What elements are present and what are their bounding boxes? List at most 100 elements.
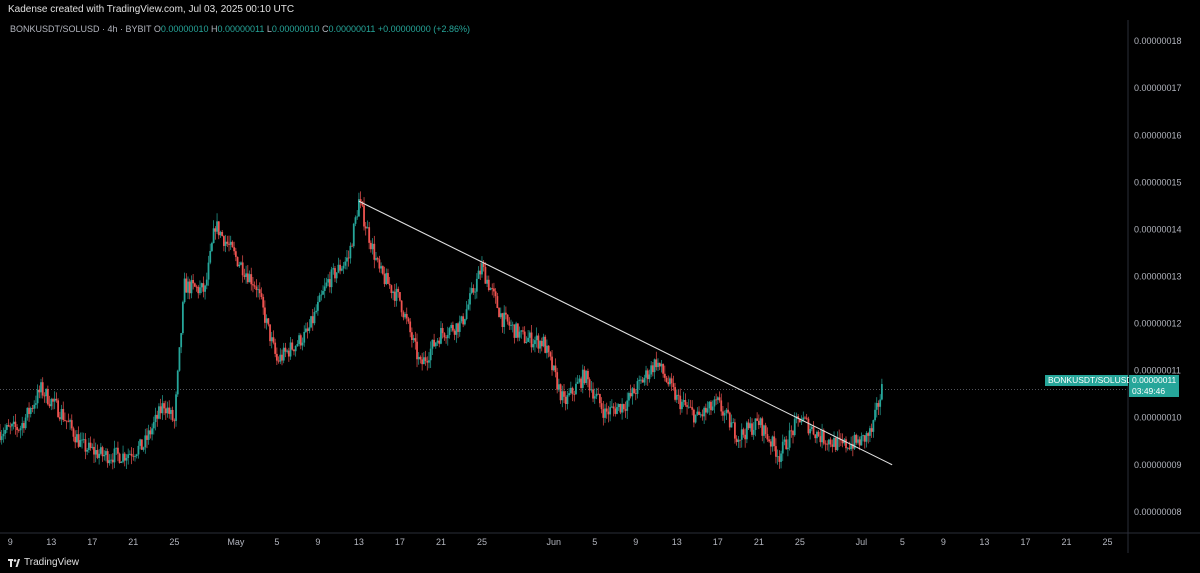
candle-body xyxy=(633,388,635,394)
candle-body xyxy=(202,283,205,292)
candle-body xyxy=(877,403,880,407)
chart-area[interactable]: 0.00000018 0.00000017 0.00000016 0.00000015… xyxy=(0,20,1200,553)
price-axis-tick-label: 0.00000008 xyxy=(1134,507,1182,517)
candle-body xyxy=(98,453,101,458)
candle-body xyxy=(822,430,825,444)
candle-body xyxy=(617,404,620,408)
time-axis-tick-label: 9 xyxy=(315,537,320,547)
candle-body xyxy=(404,313,406,318)
candle-body xyxy=(706,408,709,413)
candle-body xyxy=(484,266,487,284)
candle-body xyxy=(624,409,627,411)
candle-body xyxy=(270,337,273,342)
candle-body xyxy=(450,324,453,329)
candle-body xyxy=(316,301,319,311)
candle-body xyxy=(788,430,791,448)
candle-body xyxy=(691,407,694,410)
close-label: C xyxy=(321,24,329,34)
candle-body xyxy=(250,274,253,285)
candle-body xyxy=(134,456,136,457)
time-axis-tick-label: 17 xyxy=(395,537,405,547)
candle-body xyxy=(626,400,629,411)
candle-body xyxy=(530,332,533,348)
candle-body xyxy=(180,333,183,348)
candle-body xyxy=(152,422,155,429)
candle-body xyxy=(322,290,324,295)
candle-body xyxy=(493,288,495,292)
candle-body xyxy=(544,336,547,353)
candle-body xyxy=(392,291,394,294)
time-axis-tick-label: 5 xyxy=(274,537,279,547)
candle-body xyxy=(604,408,606,418)
candle-body xyxy=(199,287,201,294)
candle-body xyxy=(557,384,560,390)
candle-body xyxy=(64,420,66,421)
candle-body xyxy=(583,369,586,383)
price-chart[interactable]: 0.00000018 0.00000017 0.00000016 0.00000015… xyxy=(0,20,1200,553)
candle-body xyxy=(281,354,283,361)
candle-body xyxy=(118,453,121,463)
candle-body xyxy=(187,281,189,293)
candle-body xyxy=(814,434,817,439)
candle-body xyxy=(559,384,562,401)
candle-body xyxy=(346,257,348,262)
candle-body xyxy=(16,427,18,430)
candle-body xyxy=(373,243,376,260)
candle-body xyxy=(525,341,528,343)
candle-body xyxy=(79,440,82,447)
candle-body xyxy=(45,389,48,397)
time-axis-tick-label: May xyxy=(227,537,245,547)
time-axis-tick-label: 9 xyxy=(941,537,946,547)
candle-body xyxy=(275,353,278,361)
candle-body xyxy=(313,312,316,324)
candle-body xyxy=(214,228,217,232)
candle-body xyxy=(448,328,451,336)
candle-body xyxy=(462,316,465,325)
candle-body xyxy=(17,429,20,431)
candle-body xyxy=(94,450,97,455)
candle-body xyxy=(29,408,32,414)
time-axis-tick-label: Jul xyxy=(856,537,868,547)
candle-body xyxy=(371,243,374,250)
candle-body xyxy=(629,393,632,397)
candle-body xyxy=(135,454,138,457)
candle-body xyxy=(219,231,222,236)
candle-body xyxy=(111,459,114,463)
candle-body xyxy=(769,441,772,447)
candle-body xyxy=(81,439,83,441)
candle-body xyxy=(869,428,871,436)
candle-body xyxy=(677,394,680,396)
candle-body xyxy=(768,439,770,442)
candle-body xyxy=(658,362,661,367)
candle-body xyxy=(602,409,605,418)
candle-body xyxy=(797,416,800,419)
candle-body xyxy=(513,324,516,338)
candle-body xyxy=(600,403,603,410)
candle-body xyxy=(226,241,229,244)
candle-body xyxy=(860,436,863,446)
candle-body xyxy=(853,434,856,449)
candle-body xyxy=(354,217,357,224)
candle-body xyxy=(486,279,488,284)
candle-body xyxy=(388,283,391,286)
candle-body xyxy=(569,387,572,394)
candle-body xyxy=(528,332,531,338)
candle-body xyxy=(31,408,34,409)
candle-body xyxy=(55,398,58,401)
candle-body xyxy=(467,304,470,310)
candle-body xyxy=(383,273,386,285)
candle-body xyxy=(703,407,706,417)
candle-body xyxy=(185,278,188,293)
candle-body xyxy=(33,404,36,409)
candle-body xyxy=(751,423,753,435)
candle-body xyxy=(417,356,420,360)
candle-body xyxy=(547,345,550,353)
candle-body xyxy=(482,263,485,267)
candle-body xyxy=(356,216,359,218)
candle-body xyxy=(228,243,230,245)
candle-body xyxy=(845,439,847,449)
candle-body xyxy=(510,325,512,326)
candle-body xyxy=(780,453,782,462)
candle-body xyxy=(650,365,653,375)
candle-body xyxy=(747,422,750,429)
